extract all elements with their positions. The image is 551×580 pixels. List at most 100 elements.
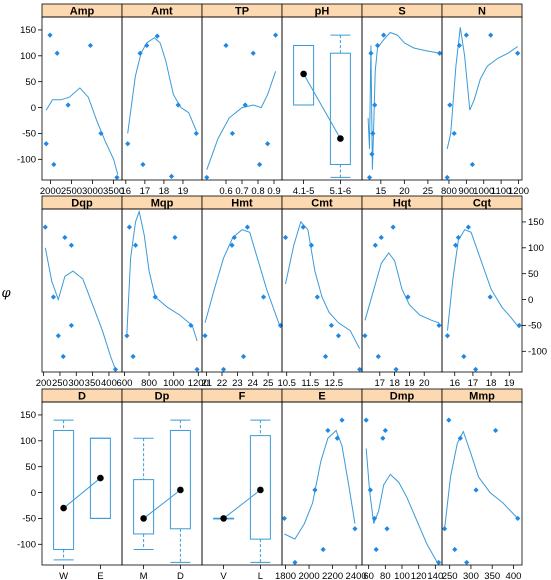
data-point xyxy=(455,234,461,241)
data-point xyxy=(469,161,476,168)
data-point xyxy=(352,526,358,532)
data-point xyxy=(372,102,378,108)
data-point xyxy=(487,294,493,300)
panel-title: F xyxy=(239,391,246,403)
data-point xyxy=(367,487,373,493)
data-point xyxy=(175,102,181,108)
panel-cqt: Cqt 16 17 18 19 -100 -50 0 50 100 150 xyxy=(441,195,547,389)
x-tick-label: 0.8 xyxy=(251,186,264,197)
x-tick-label: 1000 xyxy=(473,186,494,197)
data-point xyxy=(43,141,49,147)
smooth-curve xyxy=(44,247,116,370)
data-point xyxy=(125,141,131,147)
box-body xyxy=(53,429,75,550)
mean-dot xyxy=(300,70,307,78)
data-point xyxy=(405,294,411,300)
data-point xyxy=(229,242,235,248)
data-point xyxy=(452,546,458,553)
y-tick-label: 50 xyxy=(528,269,539,280)
x-tick-label: 12.5 xyxy=(325,378,344,389)
data-point xyxy=(375,353,381,360)
data-point xyxy=(436,322,442,329)
x-tick-label: 2200 xyxy=(322,571,343,580)
data-point xyxy=(132,242,139,248)
x-tick-label: 16 xyxy=(449,378,460,389)
y-tick-label: 100 xyxy=(20,436,36,447)
y-tick-label: -50 xyxy=(528,321,542,332)
data-point xyxy=(456,42,462,49)
y-tick-label: -50 xyxy=(22,514,36,525)
panel-dp: Dp M D xyxy=(121,388,203,580)
x-tick-label: 18 xyxy=(159,186,170,197)
data-point xyxy=(60,353,66,360)
smooth-curve xyxy=(365,448,440,566)
x-tick-label: 1000 xyxy=(163,378,184,389)
x-category-label: V xyxy=(220,571,227,580)
data-point xyxy=(51,161,57,168)
x-tick-label: 200 xyxy=(36,378,52,389)
data-point xyxy=(515,50,521,56)
data-point xyxy=(441,526,448,532)
data-point xyxy=(50,294,57,300)
x-tick-label: 250 xyxy=(52,378,68,389)
data-point xyxy=(308,242,315,248)
data-point xyxy=(363,417,369,423)
data-point xyxy=(244,224,250,230)
data-point xyxy=(130,353,136,360)
x-category-label: D xyxy=(177,571,184,580)
x-category-label: L xyxy=(258,571,263,580)
data-point xyxy=(373,546,379,553)
data-point xyxy=(242,102,248,108)
panel-frame xyxy=(281,208,363,373)
x-tick-label: 23 xyxy=(232,378,243,389)
panel-title: E xyxy=(318,391,325,403)
panel-mmp: Mmp 250 300 350 400 xyxy=(441,388,523,580)
y-tick-label: 100 xyxy=(528,243,544,254)
panel-title: Dmp xyxy=(390,391,415,403)
smooth-curve xyxy=(126,209,198,342)
data-point xyxy=(42,224,48,230)
x-tick-label: 19 xyxy=(404,378,415,389)
x-tick-label: 21 xyxy=(201,378,212,389)
data-point xyxy=(87,42,94,49)
mean-dot xyxy=(60,504,67,512)
data-point xyxy=(325,427,331,434)
data-point xyxy=(465,224,471,230)
x-tick-label: 17 xyxy=(374,378,385,389)
data-point xyxy=(488,32,494,38)
data-point xyxy=(362,333,368,339)
smooth-curve xyxy=(127,37,197,134)
data-point xyxy=(188,322,194,329)
data-point xyxy=(144,42,150,49)
panel-frame xyxy=(41,16,123,181)
data-point xyxy=(372,242,378,248)
data-point xyxy=(260,294,267,300)
data-point xyxy=(374,42,381,49)
smooth-curve xyxy=(447,229,520,331)
box-body xyxy=(293,44,315,106)
x-tick-label: 2400 xyxy=(346,571,367,580)
x-tick-label: 600 xyxy=(117,378,133,389)
smooth-curve xyxy=(204,229,281,329)
y-tick-label: 50 xyxy=(25,462,36,473)
data-point xyxy=(292,559,298,566)
data-point xyxy=(68,322,74,329)
panel-tp: TP 0.6 0.7 0.8 0.9 xyxy=(201,3,283,197)
data-point xyxy=(444,174,450,181)
x-tick-label: 60 xyxy=(363,571,374,580)
data-point xyxy=(473,487,479,493)
data-point xyxy=(473,366,479,373)
data-point xyxy=(124,333,130,339)
panel-title: N xyxy=(478,6,486,18)
data-point xyxy=(114,174,120,181)
smooth-curve xyxy=(284,429,356,540)
panel-frame xyxy=(281,401,363,566)
data-point xyxy=(390,224,396,230)
mean-dot xyxy=(257,486,264,494)
panel-title: Amt xyxy=(151,6,173,18)
data-point xyxy=(168,173,175,179)
data-point xyxy=(381,32,387,38)
panel-hmt: Hmt 21 22 23 24 25 xyxy=(201,195,284,389)
